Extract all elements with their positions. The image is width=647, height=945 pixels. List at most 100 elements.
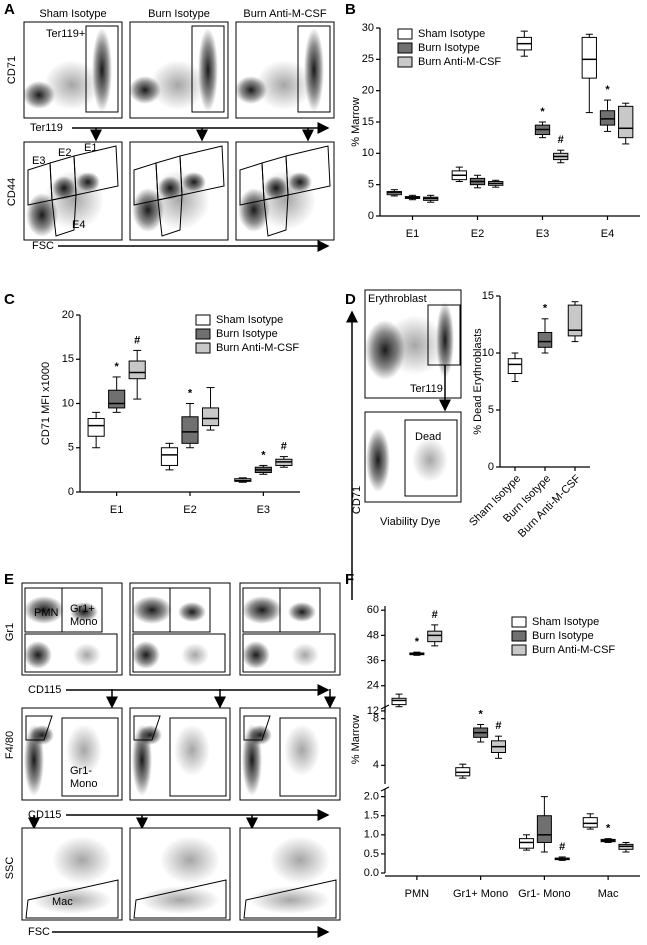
column-title: Burn Isotype	[148, 8, 210, 20]
gate-label: Dead	[415, 431, 441, 443]
cell-cloud	[284, 724, 320, 776]
box	[108, 389, 126, 409]
legend-label: Burn Isotype	[418, 42, 480, 54]
cell-cloud	[242, 596, 282, 624]
y-tick-label: 10	[362, 147, 374, 159]
gate	[297, 25, 331, 113]
significance-marker: *	[606, 823, 611, 835]
x-tick-label: E2	[183, 504, 196, 516]
significance-marker: *	[261, 449, 266, 461]
legend-label: Burn Anti-M-CSF	[216, 342, 299, 354]
y-tick-label: 10	[482, 347, 494, 359]
gate-label: Mono	[70, 616, 98, 628]
y-tick-label: 15	[482, 290, 494, 302]
cell-cloud	[178, 602, 206, 622]
x-tick-label: E4	[601, 228, 614, 240]
y-tick-label: 24	[367, 680, 379, 692]
y-tick-label: 48	[367, 629, 379, 641]
box	[537, 331, 553, 348]
cell-cloud	[70, 602, 98, 622]
cell-cloud	[24, 596, 64, 624]
cell-cloud	[250, 886, 330, 914]
panel-letter: D	[345, 291, 356, 308]
gate-label: Ter119+	[46, 28, 85, 40]
legend-swatch	[195, 328, 211, 340]
box	[519, 838, 535, 849]
cell-cloud	[181, 643, 209, 667]
axis-label: Ter119	[30, 122, 63, 134]
column-title: Burn Anti-M-CSF	[243, 8, 326, 20]
legend-label: Sham Isotype	[216, 314, 283, 326]
significance-marker: #	[559, 841, 565, 853]
significance-marker: *	[540, 106, 545, 118]
cell-cloud	[132, 641, 160, 669]
cell-cloud	[92, 28, 112, 112]
cell-cloud	[24, 641, 52, 669]
y-tick-label: 5	[68, 442, 74, 454]
cell-cloud	[150, 170, 210, 230]
axis-label: FSC	[28, 926, 50, 938]
cell-cloud	[32, 886, 112, 914]
legend-swatch	[511, 644, 527, 656]
gate	[279, 717, 337, 797]
box	[128, 360, 146, 380]
y-tick-label: 60	[367, 604, 379, 616]
y-tick-label: 12	[367, 705, 379, 717]
box	[160, 447, 179, 466]
cell-cloud	[52, 836, 112, 884]
axis-label: F4/80	[4, 731, 16, 759]
axis-label: CD115	[28, 684, 61, 696]
significance-marker: *	[605, 84, 610, 96]
gate-label: E4	[72, 219, 85, 231]
significance-marker: *	[415, 636, 420, 648]
x-tick-label: Mac	[598, 888, 619, 900]
legend-label: Burn Isotype	[532, 630, 594, 642]
box	[507, 358, 523, 375]
legend-swatch	[397, 42, 413, 54]
gate-label: Gr1-	[70, 765, 92, 777]
x-tick-label: Gr1+ Mono	[453, 888, 508, 900]
significance-marker: *	[478, 708, 483, 720]
cell-cloud	[256, 60, 312, 110]
box	[181, 416, 199, 444]
gate	[61, 717, 119, 797]
box	[391, 697, 407, 706]
box	[567, 304, 583, 337]
cell-cloud	[160, 836, 220, 884]
legend-swatch	[511, 630, 527, 642]
x-tick-label: E2	[471, 228, 484, 240]
y-tick-label: 20	[62, 309, 74, 321]
y-tick-label: 25	[362, 53, 374, 65]
cell-cloud	[248, 725, 272, 745]
significance-marker: #	[134, 334, 140, 346]
cell-cloud	[366, 428, 390, 492]
gate	[25, 879, 119, 919]
box	[201, 407, 220, 427]
gate-label: Erythroblast	[368, 293, 427, 305]
cell-cloud	[242, 641, 270, 669]
gate-label: Mono	[70, 778, 98, 790]
axis-label: CD71 MFI x1000	[40, 362, 52, 445]
box	[427, 630, 443, 643]
x-tick-label: E3	[536, 228, 549, 240]
panel-letter: B	[345, 1, 356, 18]
legend-swatch	[397, 56, 413, 68]
axis-label: Ter119	[410, 383, 443, 395]
gate-label: PMN	[34, 607, 59, 619]
cell-cloud	[73, 643, 101, 667]
y-tick-label: 20	[362, 85, 374, 97]
x-tick-label: PMN	[405, 888, 430, 900]
axis-label: CD44	[6, 178, 18, 206]
legend-label: Burn Anti-M-CSF	[418, 56, 501, 68]
cell-cloud	[132, 596, 172, 624]
y-tick-label: 5	[368, 179, 374, 191]
y-tick-label: 30	[362, 22, 374, 34]
cell-cloud	[291, 643, 319, 667]
cell-cloud	[288, 602, 316, 622]
panel-letter: F	[345, 571, 354, 588]
y-tick-label: 0.5	[364, 848, 379, 860]
legend-label: Sham Isotype	[418, 28, 485, 40]
box	[618, 105, 634, 139]
significance-marker: #	[558, 134, 564, 146]
y-tick-label: 36	[367, 654, 379, 666]
